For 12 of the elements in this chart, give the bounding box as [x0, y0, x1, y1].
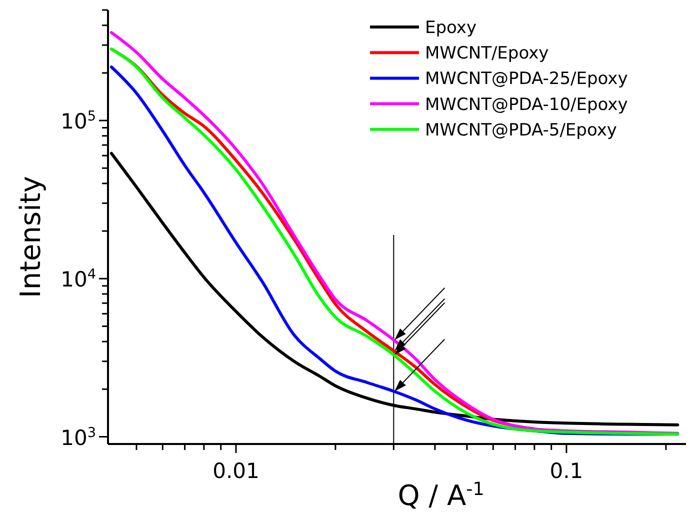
y-tick-label: 10$^{5}$ — [60, 108, 96, 134]
legend-label: Epoxy — [425, 18, 477, 38]
x-axis-title: Q / A$^{-1}$ — [398, 478, 484, 512]
x-tick-label: 0.1 — [550, 459, 584, 483]
y-tick-label: 10$^{4}$ — [60, 266, 96, 292]
y-axis-title: Intensity — [14, 176, 47, 298]
legend-label: MWCNT@PDA-5/Epoxy — [425, 120, 617, 140]
legend-label: MWCNT/Epoxy — [425, 44, 549, 64]
legend-label: MWCNT@PDA-25/Epoxy — [425, 69, 628, 90]
y-tick-label: 10$^{3}$ — [60, 424, 96, 450]
x-tick-label: 0.01 — [212, 459, 260, 483]
legend-label: MWCNT@PDA-10/Epoxy — [425, 94, 628, 115]
